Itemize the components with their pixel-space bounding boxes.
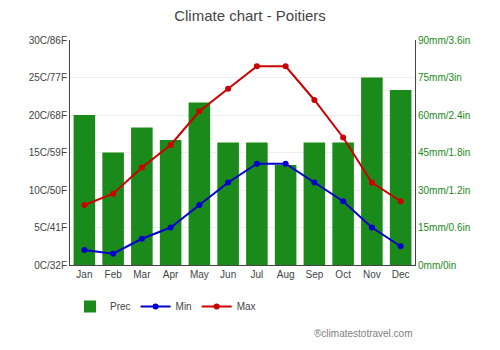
svg-text:Apr: Apr: [163, 269, 179, 280]
svg-text:5C/41F: 5C/41F: [34, 222, 67, 233]
svg-text:Climate chart - Poitiers: Climate chart - Poitiers: [174, 7, 326, 24]
svg-text:25C/77F: 25C/77F: [29, 72, 67, 83]
svg-text:®climatestotravel.com: ®climatestotravel.com: [314, 328, 413, 339]
svg-text:45mm/1.8in: 45mm/1.8in: [418, 147, 470, 158]
svg-text:Jul: Jul: [250, 269, 263, 280]
svg-text:10C/50F: 10C/50F: [29, 185, 67, 196]
svg-text:90mm/3.6in: 90mm/3.6in: [418, 35, 470, 46]
svg-text:Jan: Jan: [76, 269, 92, 280]
svg-text:Dec: Dec: [392, 269, 410, 280]
svg-text:Oct: Oct: [335, 269, 351, 280]
svg-text:Nov: Nov: [363, 269, 381, 280]
svg-text:Jun: Jun: [220, 269, 236, 280]
svg-text:30mm/1.2in: 30mm/1.2in: [418, 185, 470, 196]
svg-text:Max: Max: [237, 301, 256, 312]
svg-text:Aug: Aug: [277, 269, 295, 280]
svg-text:Sep: Sep: [305, 269, 323, 280]
svg-text:60mm/2.4in: 60mm/2.4in: [418, 110, 470, 121]
svg-text:0C/32F: 0C/32F: [34, 260, 67, 271]
svg-text:Feb: Feb: [105, 269, 123, 280]
svg-text:Min: Min: [176, 301, 192, 312]
svg-text:15mm/0.6in: 15mm/0.6in: [418, 222, 470, 233]
svg-text:Mar: Mar: [133, 269, 151, 280]
svg-text:75mm/3in: 75mm/3in: [418, 72, 462, 83]
svg-text:20C/68F: 20C/68F: [29, 110, 67, 121]
svg-text:30C/86F: 30C/86F: [29, 35, 67, 46]
svg-text:May: May: [190, 269, 209, 280]
svg-text:15C/59F: 15C/59F: [29, 147, 67, 158]
svg-text:Prec: Prec: [110, 301, 131, 312]
svg-text:0mm/0in: 0mm/0in: [418, 260, 456, 271]
